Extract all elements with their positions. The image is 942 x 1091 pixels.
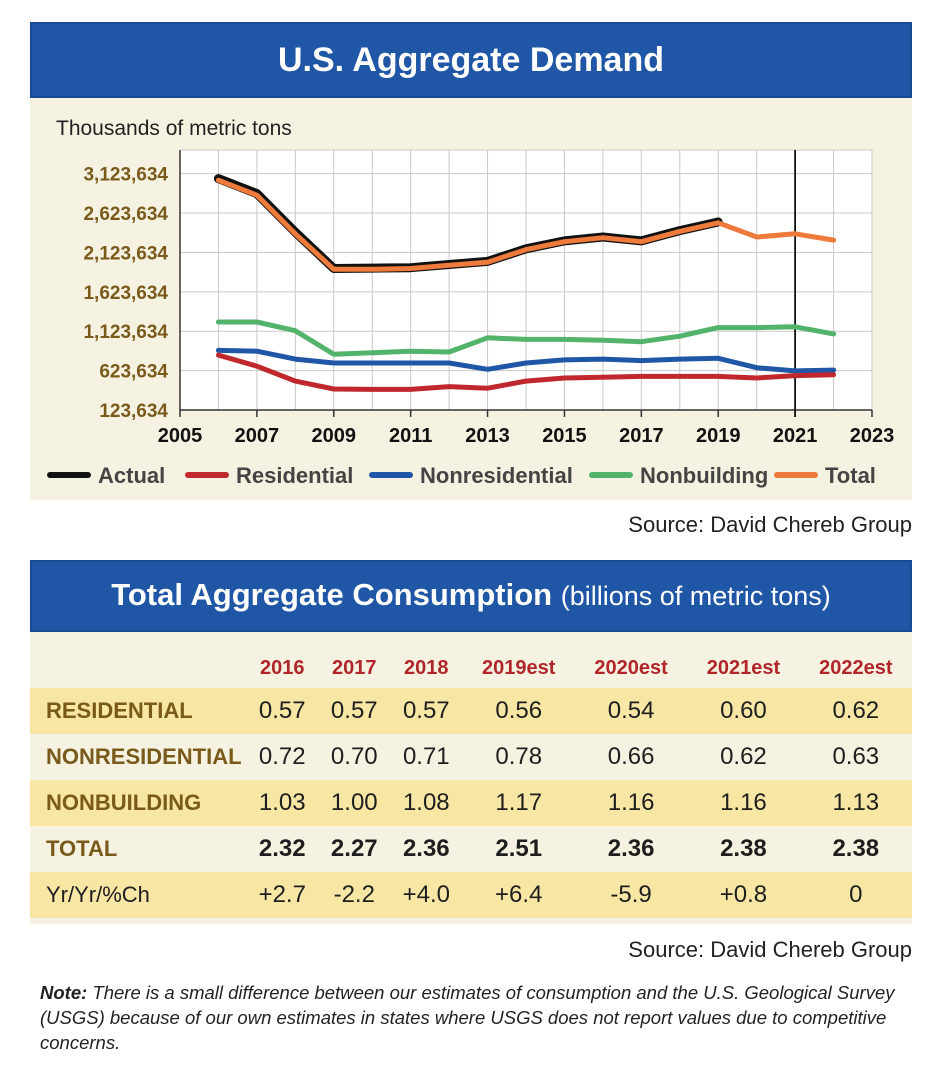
x-tick-label: 2023 [850,425,895,447]
x-tick-label: 2009 [312,425,357,447]
x-tick-label: 2015 [542,425,587,447]
col-header: 2018 [404,656,449,679]
table-header-row: 2016 2017 2018 2019est 2020est 2021est 2… [30,648,912,688]
table-cell: +4.0 [390,872,463,918]
table-cell: 0.56 [462,688,575,734]
row-label: NONBUILDING [30,780,246,826]
table-cell: 1.16 [687,780,800,826]
table-cell: 0.54 [574,688,688,734]
table-cell: 0.57 [390,688,463,734]
x-tick-label: 2007 [235,425,280,447]
legend-label-actual: Actual [98,463,165,488]
series-line-total [215,177,837,272]
series-line-nonbuilding [215,319,837,357]
table-row-nonresidential: NONRESIDENTIAL 0.72 0.70 0.71 0.78 0.66 … [30,734,912,780]
col-header: 2019est [482,656,556,679]
table-cell: 0.71 [390,734,463,780]
y-tick-label: 1,123,634 [83,322,168,343]
legend-label-nonresidential: Nonresidential [420,463,573,488]
table-cell: 2.27 [318,826,391,872]
y-tick-label: 2,123,634 [83,243,168,264]
x-tick-label: 2005 [158,425,203,447]
table-cell: 2.36 [390,826,463,872]
col-header: 2020est [594,656,668,679]
chart-title: U.S. Aggregate Demand [277,41,665,79]
table-cell: 0.62 [799,688,912,734]
y-axis-label: Thousands of metric tons [56,117,292,140]
x-tick-label: 2021 [773,425,818,447]
table-cell: 2.38 [799,826,912,872]
table-cell: 2.51 [462,826,575,872]
table-subtitle: (billions of metric tons) [560,581,831,611]
table-cell: 0.62 [687,734,800,780]
row-label: NONRESIDENTIAL [30,734,246,780]
table-cell: 0.57 [318,688,391,734]
table-cell: -5.9 [574,872,688,918]
legend-label-total: Total [825,463,876,488]
table-cell: 1.03 [246,780,319,826]
line-chart: Thousands of metric tons 123,634 623,634 1,… [47,117,895,488]
table-cell: 0.57 [246,688,319,734]
x-tick-label: 2013 [465,425,510,447]
table-source: Source: David Chereb Group [628,937,912,962]
series-line-nonresidential [215,347,837,374]
table-cell: 2.32 [246,826,319,872]
table-cell: 1.17 [462,780,575,826]
row-label: RESIDENTIAL [30,688,246,734]
table-cell: 2.38 [687,826,800,872]
y-tick-label: 3,123,634 [83,165,168,186]
x-tick-label: 2011 [389,425,432,447]
y-tick-label: 623,634 [99,362,168,383]
note-text: There is a small difference between our … [40,982,895,1053]
table-cell: 0.63 [799,734,912,780]
table-cell: 1.08 [390,780,463,826]
consumption-table: 2016 2017 2018 2019est 2020est 2021est 2… [30,648,912,918]
table-cell: +0.8 [687,872,800,918]
table-title-banner: Total Aggregate Consumption (billions of… [30,560,912,632]
chart-source: Source: David Chereb Group [628,512,912,537]
col-header: 2021est [706,656,781,679]
col-header: 2022est [819,656,893,679]
table-cell: 0 [799,872,912,918]
x-tick-label: 2017 [619,425,664,447]
table-cell: 1.00 [318,780,391,826]
table-cell: +2.7 [246,872,319,918]
table-cell: 2.36 [574,826,688,872]
chart-title-banner: U.S. Aggregate Demand [30,22,912,98]
footnote: Note: There is a small difference betwee… [40,980,910,1055]
table-cell: 0.72 [246,734,319,780]
series-line-residential [215,352,837,392]
table-cell: +6.4 [462,872,575,918]
table-cell: 0.78 [462,734,575,780]
note-label: Note: [40,982,88,1003]
table-cell: 1.16 [574,780,688,826]
table-row-nonbuilding: NONBUILDING 1.03 1.00 1.08 1.17 1.16 1.1… [30,780,912,826]
table-cell: -2.2 [318,872,391,918]
y-tick-label: 123,634 [99,401,168,422]
legend-label-nonbuilding: Nonbuilding [640,463,768,488]
row-label: TOTAL [30,826,246,872]
table-row-total: TOTAL 2.32 2.27 2.36 2.51 2.36 2.38 2.38 [30,826,912,872]
table-cell: 0.60 [687,688,800,734]
y-tick-label: 1,623,634 [83,283,168,304]
table-cell: 0.70 [318,734,391,780]
row-label: Yr/Yr/%Ch [30,872,246,918]
table-row-yoy-change: Yr/Yr/%Ch +2.7 -2.2 +4.0 +6.4 -5.9 +0.8 … [30,872,912,918]
table-header-blank [30,648,246,688]
table-row-residential: RESIDENTIAL 0.57 0.57 0.57 0.56 0.54 0.6… [30,688,912,734]
table-cell: 1.13 [799,780,912,826]
x-tick-label: 2019 [696,425,741,447]
table-title: Total Aggregate Consumption [111,577,553,612]
y-tick-label: 2,623,634 [83,204,168,225]
table-cell: 0.66 [574,734,688,780]
col-header: 2017 [332,656,377,679]
legend-label-residential: Residential [236,463,353,488]
col-header: 2016 [260,656,305,679]
